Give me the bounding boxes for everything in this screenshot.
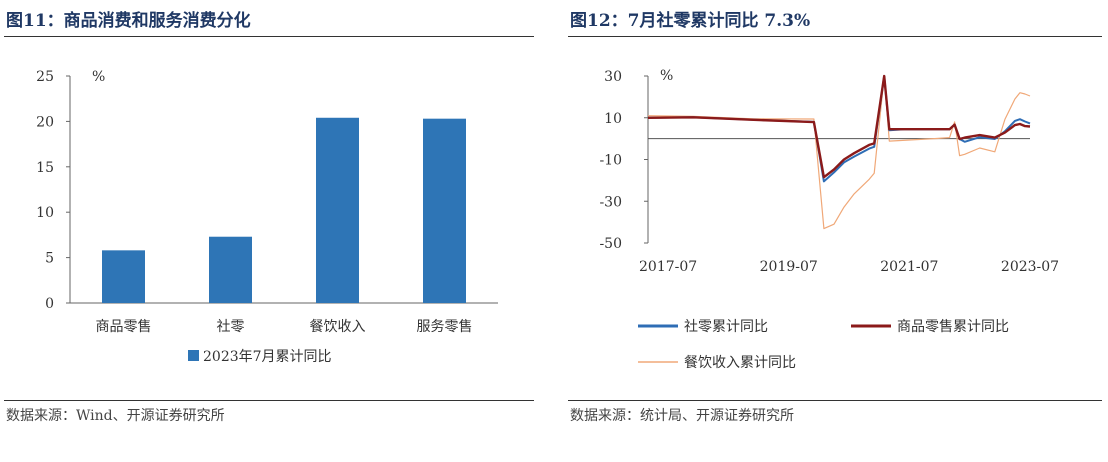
bar-y-tick-label: 5 xyxy=(45,251,54,267)
right-source-rule xyxy=(568,400,1102,401)
line-chart: -50 -30 -10 10 30 % 2017-07 2019-07 2021-07 2023-… xyxy=(599,68,1059,371)
bar xyxy=(102,250,145,303)
right-figure: 图12：7月社零累计同比 7.3% -50 -30 -10 10 30% 2017-07 2… xyxy=(564,0,1108,462)
line-y-tick-label: -10 xyxy=(599,153,622,169)
line-y-tick-label: 10 xyxy=(604,111,622,127)
bar-y-tick-label: 15 xyxy=(36,160,54,176)
bar-category-label: 商品零售 xyxy=(96,319,152,335)
left-source-rule xyxy=(4,400,534,401)
line-y-tick-label: -30 xyxy=(599,194,622,210)
bar-legend-label: 2023年7月累计同比 xyxy=(203,349,332,365)
line-legend-label: 餐饮收入累计同比 xyxy=(684,355,796,371)
line-x-tick-label: 2021-07 xyxy=(880,259,938,275)
bar xyxy=(316,117,359,303)
bar-category-label: 服务零售 xyxy=(417,319,473,335)
line-legend-label: 商品零售累计同比 xyxy=(897,319,1009,335)
line-unit-label: % xyxy=(660,68,673,84)
bar-y-tick-label: 10 xyxy=(36,205,54,221)
bar-category-label: 餐饮收入 xyxy=(310,319,366,335)
line-x-tick-label: 2017-07 xyxy=(639,259,697,275)
line-x-tick-label: 2023-07 xyxy=(1001,259,1059,275)
right-source-note: 数据来源：统计局、开源证券研究所 xyxy=(570,408,794,424)
bar-y-tick-label: 25 xyxy=(36,69,54,85)
left-figure: 图11：商品消费和服务消费分化 0 5 10 15 20 25% 商品零售 社零 餐饮收入 服务零… xyxy=(0,0,540,462)
right-figure-title: 图12：7月社零累计同比 7.3% xyxy=(570,11,811,31)
series-line xyxy=(647,75,1031,230)
right-title-rule xyxy=(568,36,1102,37)
bar-y-tick-label: 20 xyxy=(36,114,54,130)
bar-chart: 0 5 10 15 20 25 % 商品零售 社零 餐饮收入 服务零售 2023年7月累计同比 xyxy=(36,69,498,365)
series-line xyxy=(647,74,1031,179)
line-legend-label: 社零累计同比 xyxy=(684,319,768,335)
bar xyxy=(423,118,466,304)
left-title-rule xyxy=(4,36,534,37)
left-source-note: 数据来源：Wind、开源证券研究所 xyxy=(6,408,225,424)
bar-unit-label: % xyxy=(92,69,105,85)
left-figure-title: 图11：商品消费和服务消费分化 xyxy=(6,11,251,31)
line-x-tick-label: 2019-07 xyxy=(760,259,818,275)
line-y-tick-label: -50 xyxy=(599,236,622,252)
bar-category-label: 社零 xyxy=(217,319,245,335)
line-y-tick-label: 30 xyxy=(604,69,622,85)
bar xyxy=(209,236,252,303)
bar-legend-swatch xyxy=(188,350,199,361)
bar-y-tick-label: 0 xyxy=(45,296,54,312)
